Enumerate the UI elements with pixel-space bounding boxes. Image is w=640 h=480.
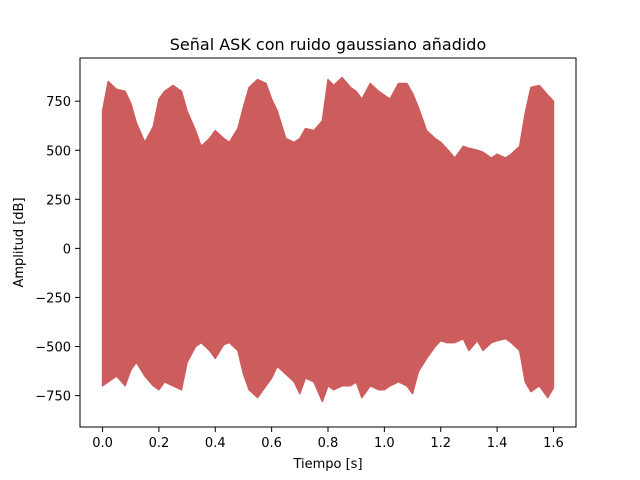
x-tick-label: 0.4 — [205, 436, 226, 451]
y-axis: 750 500 250 0 −250 −500 −750 — [35, 95, 80, 405]
x-tick-label: 1.6 — [543, 436, 564, 451]
signal-series-0 — [101, 76, 555, 403]
x-axis-title: Tiempo [s] — [292, 457, 362, 472]
plot-area — [101, 76, 555, 403]
x-tick-label: 0.2 — [149, 436, 170, 451]
x-tick-label: 1.0 — [374, 436, 395, 451]
y-tick-label: 750 — [46, 95, 71, 110]
x-tick-label: 0.8 — [318, 436, 339, 451]
y-tick-label: 250 — [46, 193, 71, 208]
x-tick-label: 1.2 — [430, 436, 451, 451]
y-tick-label: −750 — [35, 390, 71, 405]
x-axis: 0.0 0.2 0.4 0.6 0.8 1.0 1.2 1.4 1.6 — [92, 427, 564, 451]
y-tick-label: 0 — [63, 242, 71, 257]
y-tick-label: −500 — [35, 341, 71, 356]
chart-title: Señal ASK con ruido gaussiano añadido — [170, 35, 487, 54]
x-tick-label: 0.6 — [261, 436, 282, 451]
x-tick-label: 0.0 — [92, 436, 113, 451]
y-axis-title: Amplitud [dB] — [12, 197, 27, 287]
y-tick-label: −250 — [35, 291, 71, 306]
x-tick-label: 1.4 — [487, 436, 508, 451]
y-tick-label: 500 — [46, 144, 71, 159]
